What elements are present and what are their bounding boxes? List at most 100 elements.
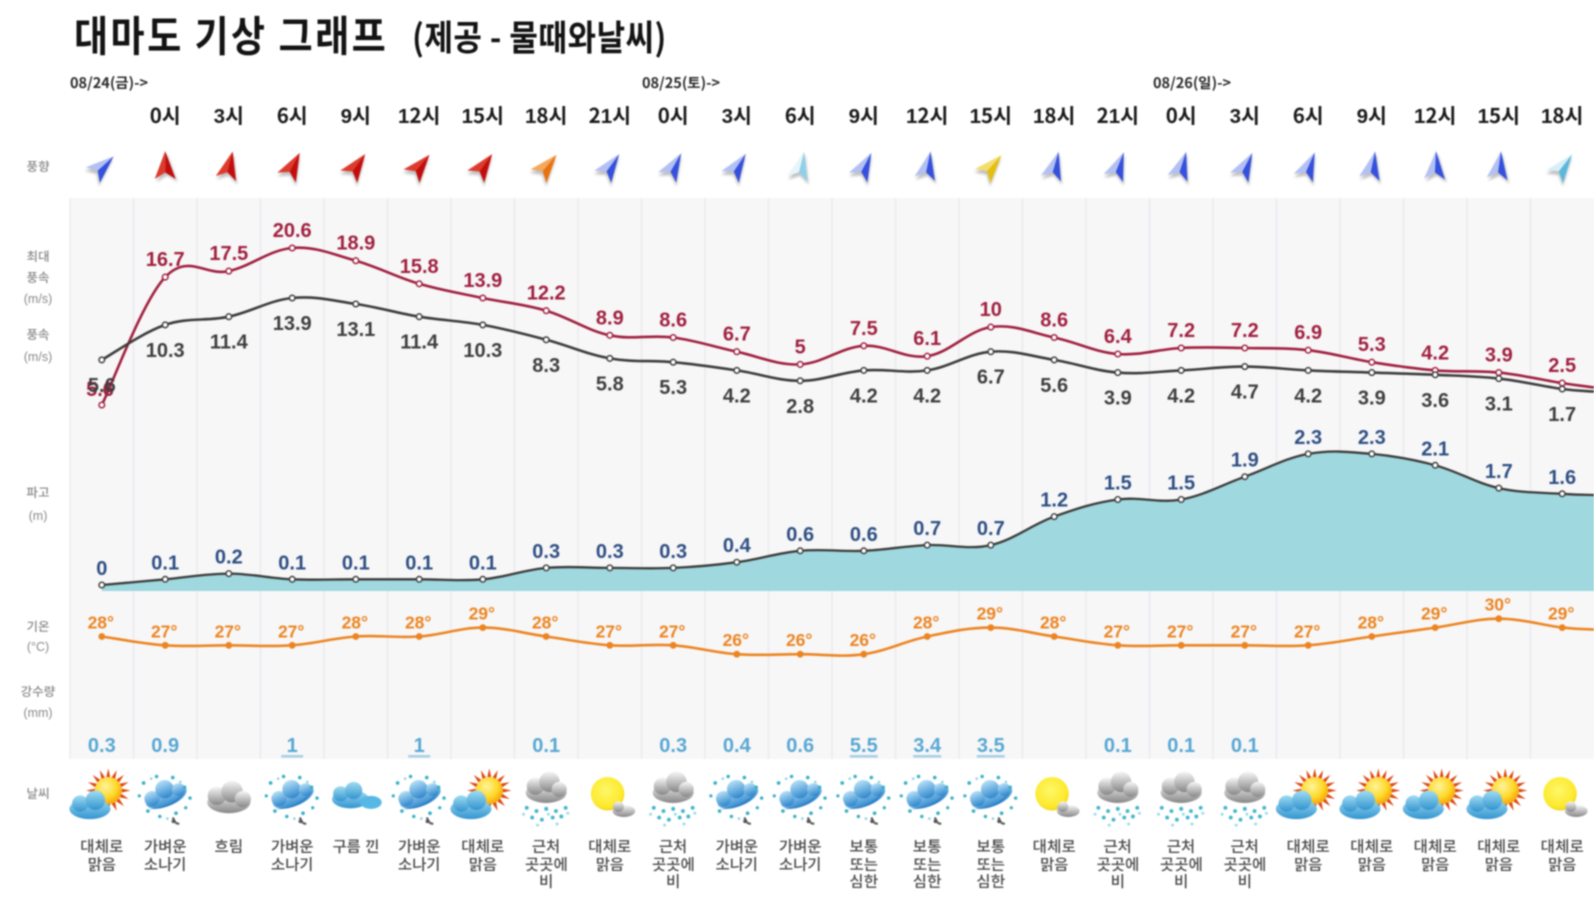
svg-text:0.1: 0.1	[1167, 735, 1195, 757]
svg-text:28°: 28°	[1040, 613, 1066, 633]
svg-text:0.3: 0.3	[88, 735, 116, 757]
svg-text:1.6: 1.6	[1548, 467, 1576, 489]
svg-text:0.1: 0.1	[532, 735, 560, 757]
svg-text:27°: 27°	[596, 621, 622, 641]
svg-text:0.1: 0.1	[342, 552, 370, 574]
svg-text:5.3: 5.3	[1358, 334, 1386, 356]
svg-text:0.1: 0.1	[405, 552, 433, 574]
svg-text:7.2: 7.2	[1231, 320, 1259, 342]
svg-text:0.3: 0.3	[659, 541, 687, 563]
svg-text:4.7: 4.7	[1231, 382, 1259, 404]
svg-text:27°: 27°	[1231, 621, 1257, 641]
svg-text:4.2: 4.2	[1167, 385, 1195, 407]
svg-text:2.1: 2.1	[1421, 438, 1449, 460]
svg-text:4.2: 4.2	[850, 385, 878, 407]
svg-text:3.5: 3.5	[977, 735, 1005, 757]
svg-text:0.6: 0.6	[786, 735, 814, 757]
svg-text:5.8: 5.8	[596, 373, 624, 395]
svg-text:0.3: 0.3	[596, 541, 624, 563]
svg-text:5.5: 5.5	[850, 735, 878, 757]
svg-text:16.7: 16.7	[146, 249, 185, 271]
svg-text:6.9: 6.9	[1294, 322, 1322, 344]
svg-text:29°: 29°	[469, 604, 495, 624]
svg-text:0: 0	[96, 558, 107, 580]
svg-text:1.5: 1.5	[1104, 473, 1132, 495]
svg-text:7.5: 7.5	[850, 318, 878, 340]
svg-text:1.7: 1.7	[1485, 461, 1513, 483]
svg-text:1.7: 1.7	[1548, 404, 1576, 426]
svg-text:0.1: 0.1	[469, 552, 497, 574]
svg-text:1: 1	[287, 735, 298, 757]
svg-text:15.8: 15.8	[400, 256, 439, 278]
svg-text:2.3: 2.3	[1358, 427, 1386, 449]
svg-text:0.1: 0.1	[151, 552, 179, 574]
svg-text:26°: 26°	[850, 630, 876, 650]
svg-text:8.6: 8.6	[659, 310, 687, 332]
svg-text:3.1: 3.1	[1485, 394, 1513, 416]
svg-text:27°: 27°	[151, 621, 177, 641]
svg-text:8.9: 8.9	[596, 307, 624, 329]
svg-text:4.2: 4.2	[913, 385, 941, 407]
svg-text:8.3: 8.3	[532, 355, 560, 377]
svg-text:10.3: 10.3	[463, 340, 502, 362]
svg-text:28°: 28°	[1358, 613, 1384, 633]
svg-text:6.1: 6.1	[913, 328, 941, 350]
svg-text:13.9: 13.9	[463, 270, 502, 292]
svg-text:3.9: 3.9	[1358, 388, 1386, 410]
svg-text:0.3: 0.3	[659, 735, 687, 757]
svg-text:28°: 28°	[88, 613, 114, 633]
svg-text:1: 1	[414, 735, 425, 757]
svg-text:11.4: 11.4	[210, 332, 249, 354]
svg-text:1.5: 1.5	[1167, 473, 1195, 495]
svg-text:0.4: 0.4	[723, 535, 752, 557]
svg-text:10.3: 10.3	[146, 340, 185, 362]
svg-text:30°: 30°	[1485, 595, 1511, 615]
svg-text:27°: 27°	[1104, 621, 1130, 641]
svg-text:0.3: 0.3	[532, 541, 560, 563]
svg-text:28°: 28°	[913, 613, 939, 633]
svg-text:26°: 26°	[723, 630, 749, 650]
svg-text:0.4: 0.4	[723, 735, 752, 757]
svg-text:29°: 29°	[1421, 604, 1447, 624]
svg-text:5: 5	[795, 336, 806, 358]
svg-text:4.2: 4.2	[723, 385, 751, 407]
svg-text:0.1: 0.1	[278, 552, 306, 574]
svg-text:27°: 27°	[1167, 621, 1193, 641]
svg-text:1.2: 1.2	[1040, 490, 1068, 512]
svg-text:11.4: 11.4	[400, 332, 439, 354]
svg-text:0.2: 0.2	[215, 547, 243, 569]
svg-text:26°: 26°	[786, 630, 812, 650]
svg-text:0.9: 0.9	[151, 735, 179, 757]
svg-text:6.4: 6.4	[1104, 326, 1133, 348]
svg-text:29°: 29°	[977, 604, 1003, 624]
svg-text:5.6: 5.6	[86, 379, 114, 401]
svg-text:1.9: 1.9	[1231, 450, 1259, 472]
svg-text:13.1: 13.1	[336, 319, 375, 341]
svg-text:27°: 27°	[215, 621, 241, 641]
svg-text:0.1: 0.1	[1104, 735, 1132, 757]
svg-text:28°: 28°	[532, 613, 558, 633]
svg-text:4.2: 4.2	[1421, 342, 1449, 364]
svg-text:4.2: 4.2	[1294, 385, 1322, 407]
svg-text:3.9: 3.9	[1485, 345, 1513, 367]
svg-text:5.6: 5.6	[88, 375, 116, 397]
svg-text:28°: 28°	[405, 613, 431, 633]
svg-text:5.6: 5.6	[1040, 375, 1068, 397]
svg-text:10: 10	[980, 299, 1002, 321]
svg-text:0.6: 0.6	[786, 524, 814, 546]
svg-text:2.5: 2.5	[1548, 355, 1576, 377]
svg-text:27°: 27°	[659, 621, 685, 641]
svg-text:12.2: 12.2	[527, 283, 566, 305]
svg-text:3.9: 3.9	[1104, 388, 1132, 410]
svg-text:29°: 29°	[1548, 604, 1574, 624]
svg-text:6.7: 6.7	[723, 324, 751, 346]
svg-text:6.7: 6.7	[977, 367, 1005, 389]
svg-text:8.6: 8.6	[1040, 310, 1068, 332]
svg-text:7.2: 7.2	[1167, 320, 1195, 342]
svg-text:27°: 27°	[278, 621, 304, 641]
svg-text:2.3: 2.3	[1294, 427, 1322, 449]
svg-text:17.5: 17.5	[209, 243, 248, 265]
svg-text:3.6: 3.6	[1421, 390, 1449, 412]
svg-text:13.9: 13.9	[273, 313, 312, 335]
svg-text:0.6: 0.6	[850, 524, 878, 546]
